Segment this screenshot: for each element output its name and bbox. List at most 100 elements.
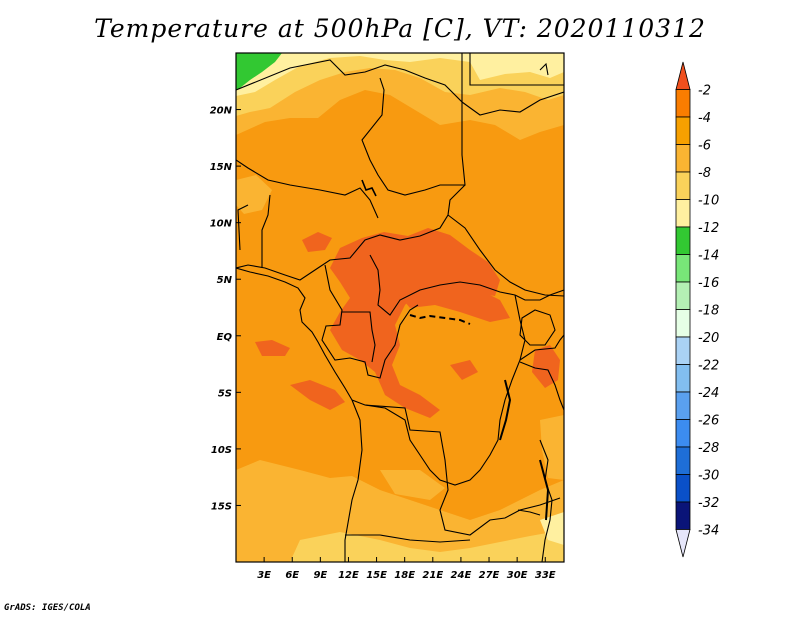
colorbar-box [675,364,691,393]
band-minus-10-to-minus-12-north [236,53,564,96]
colorbar-level-label: -2 [698,84,711,99]
colorbar-box [675,226,691,255]
border-niger [236,59,466,196]
lake-kariba [517,509,541,516]
lake-tanganyika [499,379,512,441]
lake-malawi [539,459,550,521]
lat-tick-label: 15N [210,162,233,173]
border-angola-zambia [364,404,561,536]
lon-tick-label: 30E [507,570,528,581]
warm-patch-e [532,345,560,388]
colorbar-box [675,501,691,530]
colorbar-level-label: -26 [698,414,719,429]
border-car-sudan [447,214,564,297]
colorbar-box [675,171,691,200]
colorbar-top-triangle [675,61,691,90]
border-nigeria-south [236,184,466,281]
lat-tick-label: 10S [211,445,232,456]
plot-frame [235,52,565,563]
colorbar-box [675,144,691,173]
colorbar-level-label: -20 [698,331,719,346]
band-minus-12-to-minus-14 [236,53,282,90]
border-gabon [342,311,376,363]
border-tanzania [519,361,564,411]
border-egypt [469,53,564,86]
lake-chad [361,179,377,197]
lon-tick-label: 6E [285,570,299,581]
lon-tick-label: 27E [479,570,500,581]
warm-patch-nw [302,232,332,252]
colorbar-box [675,391,691,420]
colorbar-level-label: -34 [698,524,719,539]
colorbar-level-label: -14 [698,249,719,264]
band-south-patch [380,470,445,500]
border-ssudan [514,289,564,301]
border-malawi [539,439,553,562]
lon-tick-label: 9E [313,570,327,581]
colorbar-level-label: -16 [698,276,719,291]
border-nigeria-north [236,159,379,219]
border-car-south [369,254,516,316]
latitude-axis: 20N 15N 10N 5N EQ 5S 10S 15S [210,106,241,512]
lake-victoria [519,309,556,346]
temperature-field [236,53,564,562]
warm-patch-sw [290,380,345,410]
colorbar-level-label: -22 [698,359,719,374]
lon-tick-label: 18E [394,570,415,581]
colorbar-level-label: -8 [698,166,711,181]
lon-tick-label: 15E [366,570,387,581]
colorbar-box [675,474,691,503]
coastline-west [236,267,353,401]
colorbar-level-label: -32 [698,496,719,511]
band-se-light [540,512,564,545]
warm-patch-w [255,340,290,356]
lon-tick-label: 3E [257,570,271,581]
colorbar-level-label: -6 [698,139,711,154]
colorbar-level-label: -24 [698,386,719,401]
lat-tick-label: EQ [217,332,233,343]
border-benin [261,194,271,268]
lon-tick-label: 24E [451,570,472,581]
colorbar-bottom-triangle [675,529,691,558]
warm-core-east [395,282,510,322]
colorbar-box [675,446,691,475]
warm-patch-center [450,360,478,380]
grads-credit: GrADS: IGES/COLA [4,603,91,613]
border-congo [321,264,419,379]
congo-river [409,314,471,325]
lat-tick-label: 5S [218,388,232,399]
nile-delta [539,62,549,76]
border-drc-east [351,294,526,486]
colorbar-level-label: -12 [698,221,719,236]
band-minus-8-to-minus-10-south [290,530,564,562]
colorbar-box [675,336,691,365]
lon-tick-label: 21E [422,570,443,581]
colorbar-level-label: -30 [698,469,719,484]
colorbar-box [675,254,691,283]
colorbar-level-label: -18 [698,304,719,319]
colorbar-level-label: -28 [698,441,719,456]
colorbar-level-label: -4 [698,111,711,126]
band-se-patch [540,415,564,480]
map-title: Temperature at 500hPa [C], VT: 202011031… [94,14,706,43]
colorbar-box [675,199,691,228]
border-angola-west [344,399,363,562]
lon-tick-label: 33E [535,570,556,581]
colorbar-level-label: -10 [698,194,719,209]
lat-tick-label: 5N [217,275,233,286]
west-patch [236,175,272,214]
border-sudan-north [461,91,564,116]
colorbar: -2 -4 -6 -8 -10 -12 -14 -16 -18 -20 -22 -24 -26 -28 -3… [675,61,719,558]
colorbar-box [675,419,691,448]
colorbar-box [675,309,691,338]
border-namibia [345,534,471,543]
colorbar-box [675,116,691,145]
colorbar-box [675,281,691,310]
lat-tick-label: 10N [210,219,233,230]
lon-tick-label: 12E [338,570,359,581]
border-togo [237,204,249,251]
warm-core-central [330,228,500,418]
country-borders [236,53,564,562]
lat-tick-label: 15S [211,501,232,512]
